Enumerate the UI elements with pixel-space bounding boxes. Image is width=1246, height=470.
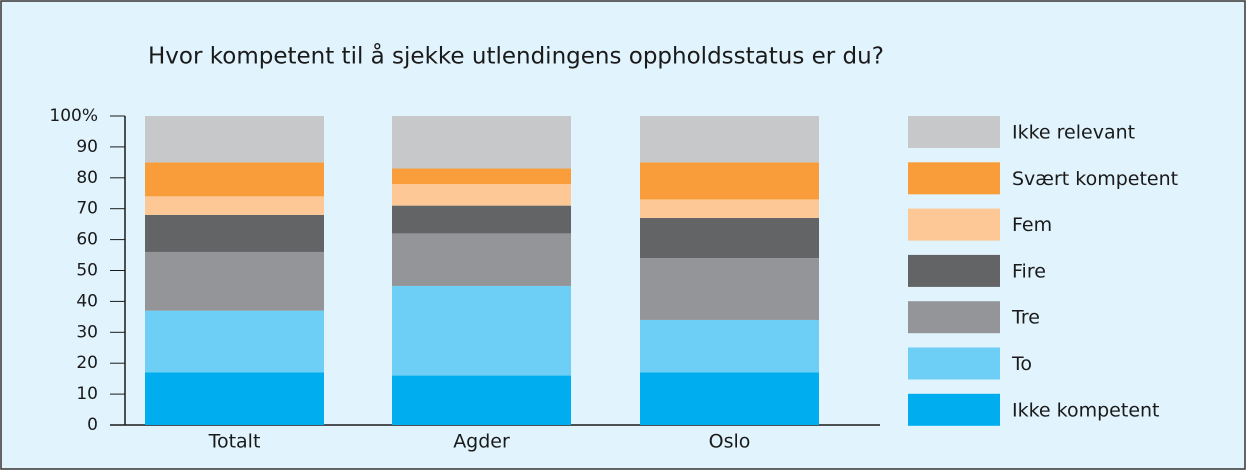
x-tick-label: Totalt	[208, 431, 261, 453]
bar-segment	[145, 162, 324, 197]
bar-segment	[640, 199, 819, 218]
bar-segment	[392, 285, 571, 376]
legend-swatch	[908, 162, 1000, 195]
y-tick-label: 70	[76, 199, 98, 219]
y-tick-label: 90	[76, 137, 98, 157]
y-tick-label: 40	[76, 291, 98, 311]
bar-segment	[640, 258, 819, 320]
bar-segment	[145, 372, 324, 425]
y-tick-label: 100%	[49, 106, 98, 126]
bar-segment	[145, 214, 324, 252]
bar-segment	[392, 375, 571, 425]
bar-segment	[392, 233, 571, 286]
bar-segment	[392, 168, 571, 184]
legend-swatch	[908, 208, 1000, 241]
y-tick-label: 80	[76, 168, 98, 188]
bar-segment	[145, 310, 324, 373]
bar-segment	[640, 162, 819, 200]
y-tick-label: 60	[76, 230, 98, 250]
x-tick-label: Oslo	[709, 431, 751, 453]
legend-swatch	[908, 347, 1000, 380]
bar-segment	[145, 196, 324, 215]
y-tick-label: 20	[76, 353, 98, 373]
legend-label: Ikke kompetent	[1012, 399, 1160, 421]
bar-segment	[392, 116, 571, 169]
bar-segment	[145, 251, 324, 311]
legend-label: Fire	[1012, 260, 1046, 282]
legend-label: Fem	[1012, 214, 1052, 236]
y-tick-label: 50	[76, 261, 98, 281]
bar-segment	[640, 217, 819, 259]
y-tick-label: 10	[76, 384, 98, 404]
bar-segment	[640, 319, 819, 373]
bar-segment	[392, 205, 571, 234]
legend-label: Svært kompetent	[1012, 168, 1178, 190]
legend-swatch	[908, 393, 1000, 426]
legend-label: Tre	[1011, 307, 1040, 329]
bar-segment	[392, 183, 571, 206]
legend-swatch	[908, 301, 1000, 334]
y-tick-label: 0	[87, 415, 98, 435]
chart-title: Hvor kompetent til å sjekke utlendingens…	[148, 42, 884, 70]
bar-segment	[145, 116, 324, 163]
legend-swatch	[908, 116, 1000, 148]
x-tick-label: Agder	[453, 431, 510, 453]
legend-label: To	[1011, 353, 1032, 375]
bar-segment	[640, 116, 819, 163]
legend-swatch	[908, 254, 1000, 287]
y-tick-label: 30	[76, 322, 98, 342]
legend-label: Ikke relevant	[1012, 122, 1135, 144]
bar-segment	[640, 372, 819, 425]
